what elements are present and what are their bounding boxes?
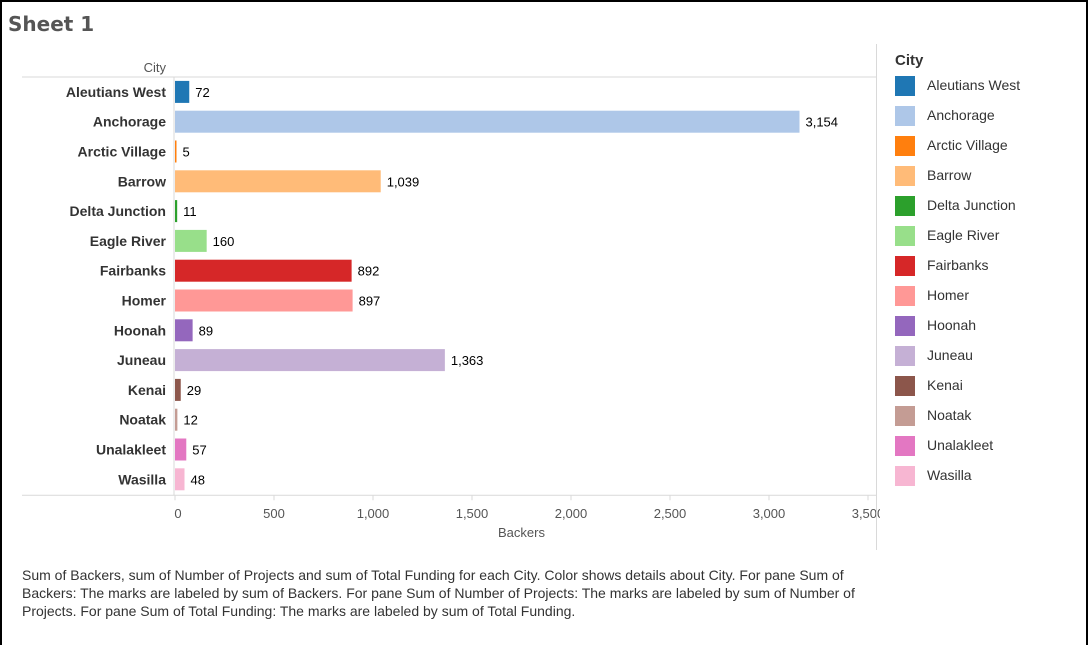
bar <box>175 438 187 461</box>
x-tick-label: 2,500 <box>654 506 687 521</box>
legend-swatch <box>895 466 915 486</box>
bar <box>175 110 800 133</box>
legend-label: Eagle River <box>927 227 1000 243</box>
x-tick-label: 0 <box>174 506 181 521</box>
bar <box>175 140 177 163</box>
bar-value-label: 5 <box>183 145 190 160</box>
legend-swatch <box>895 406 915 426</box>
legend-label: Wasilla <box>927 467 972 483</box>
x-axis-title: Backers <box>498 525 545 540</box>
chart-caption: Sum of Backers, sum of Number of Project… <box>22 567 855 619</box>
legend-label: Homer <box>927 287 970 303</box>
bar <box>175 80 190 103</box>
bar <box>175 289 353 312</box>
legend-label: Hoonah <box>927 317 977 333</box>
bar-value-label: 57 <box>192 443 206 458</box>
legend-swatch <box>895 346 915 366</box>
bar-chart: City Aleutians West 72 Anchorage 3,154 Arctic… <box>22 60 880 540</box>
x-tick-label: 2,000 <box>555 506 588 521</box>
legend-swatch <box>895 436 915 456</box>
bar-value-label: 897 <box>359 294 381 309</box>
bar <box>175 170 381 193</box>
legend-label: Noatak <box>927 407 972 423</box>
legend-swatch <box>895 376 915 396</box>
category-label: Fairbanks <box>100 263 166 279</box>
bar-value-label: 11 <box>183 204 197 219</box>
bar-value-label: 12 <box>183 413 197 428</box>
legend-swatch <box>895 226 915 246</box>
legend-swatch <box>895 166 915 186</box>
legend-label: Unalakleet <box>927 437 994 453</box>
legend-label: Aleutians West <box>927 77 1021 93</box>
row-header-label: City <box>144 60 167 75</box>
legend-divider <box>876 44 877 550</box>
bar-value-label: 72 <box>195 85 209 100</box>
legend-swatch <box>895 256 915 276</box>
legend-label: Fairbanks <box>927 257 989 273</box>
legend-swatch <box>895 106 915 126</box>
x-tick-label: 1,500 <box>456 506 489 521</box>
legend-label: Arctic Village <box>927 137 1008 153</box>
x-tick-label: 1,000 <box>357 506 390 521</box>
category-label: Anchorage <box>93 114 166 130</box>
category-label: Eagle River <box>90 233 167 249</box>
bar-value-label: 1,363 <box>451 353 484 368</box>
bar <box>175 259 352 282</box>
legend-swatch <box>895 316 915 336</box>
bar <box>175 229 207 252</box>
bar-value-label: 160 <box>213 234 235 249</box>
category-label: Barrow <box>118 173 166 189</box>
category-label: Wasilla <box>118 471 166 487</box>
legend-label: Anchorage <box>927 107 995 123</box>
category-label: Unalakleet <box>96 442 166 458</box>
category-label: Aleutians West <box>66 84 166 100</box>
legend-swatch <box>895 196 915 216</box>
category-label: Delta Junction <box>70 203 166 219</box>
category-label: Hoonah <box>114 322 166 338</box>
bar <box>175 408 178 431</box>
x-tick-label: 500 <box>263 506 285 521</box>
category-label: Juneau <box>117 352 166 368</box>
bar-value-label: 1,039 <box>387 174 420 189</box>
legend-label: Kenai <box>927 377 963 393</box>
category-label: Homer <box>122 293 167 309</box>
bar-value-label: 48 <box>191 472 205 487</box>
bar-value-label: 892 <box>358 264 380 279</box>
bar <box>175 349 445 372</box>
x-tick-label: 3,500 <box>852 506 880 521</box>
category-label: Arctic Village <box>78 144 167 160</box>
bar <box>175 468 185 491</box>
legend-title: City <box>895 52 924 69</box>
legend-label: Juneau <box>927 347 973 363</box>
bar <box>175 200 178 223</box>
legend-swatch <box>895 76 915 96</box>
legend-label: Barrow <box>927 167 972 183</box>
category-label: Kenai <box>128 382 166 398</box>
bar <box>175 319 193 342</box>
bar-value-label: 89 <box>199 323 213 338</box>
x-tick-label: 3,000 <box>753 506 786 521</box>
sheet-title: Sheet 1 <box>8 12 95 36</box>
bar-value-label: 29 <box>187 383 201 398</box>
bar-value-label: 3,154 <box>805 115 838 130</box>
bar <box>175 378 181 401</box>
category-label: Noatak <box>119 412 166 428</box>
legend-label: Delta Junction <box>927 197 1016 213</box>
legend-swatch <box>895 286 915 306</box>
legend-swatch <box>895 136 915 156</box>
